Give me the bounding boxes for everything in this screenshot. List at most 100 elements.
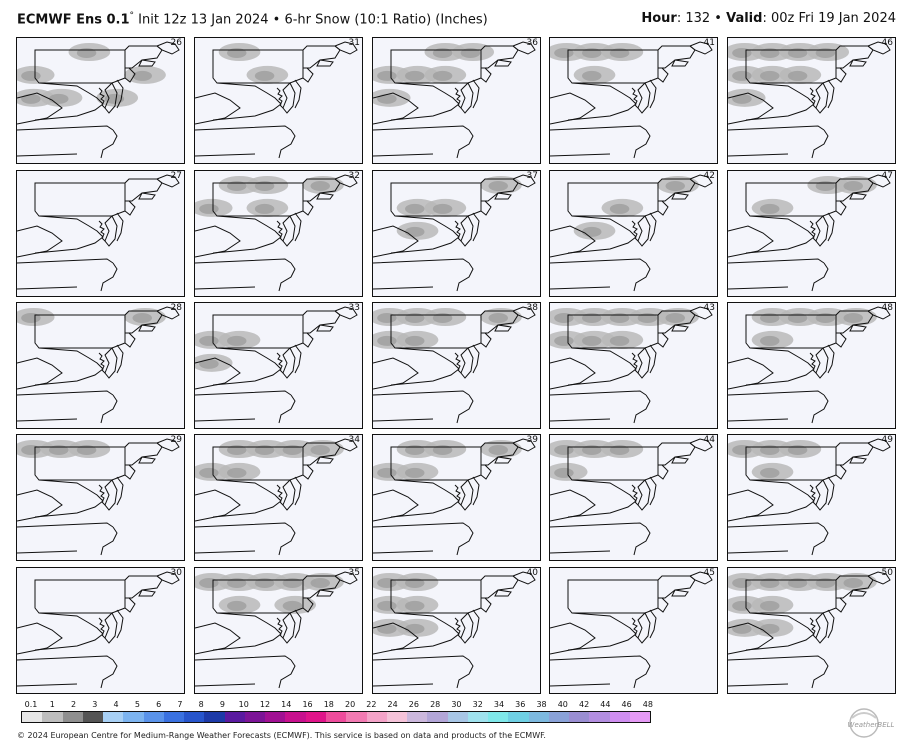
state-boundary	[17, 357, 63, 390]
state-boundary	[815, 347, 829, 379]
state-boundary	[294, 212, 302, 242]
state-boundary	[550, 418, 611, 422]
state-boundary	[104, 612, 118, 644]
coastline	[276, 352, 284, 374]
state-boundary	[657, 332, 669, 348]
state-boundary	[728, 489, 774, 522]
state-boundary	[17, 655, 114, 661]
state-boundary	[811, 659, 829, 689]
valid-label: Valid	[726, 11, 763, 26]
member-number: 37	[526, 171, 538, 181]
colorbar-swatch	[407, 712, 428, 722]
snow-area	[732, 93, 752, 104]
state-boundary	[124, 200, 136, 216]
ensemble-member-panel: 48	[727, 302, 896, 429]
state-boundary	[138, 456, 156, 464]
state-boundary	[195, 489, 241, 522]
ensemble-member-panel: 40	[372, 567, 541, 694]
colorbar-tick-label: 14	[281, 700, 292, 709]
colorbar-tick-label: 26	[408, 700, 419, 709]
state-boundary	[689, 41, 713, 55]
state-boundary	[494, 324, 512, 332]
state-boundary	[334, 571, 358, 585]
colorbar-tick-label: 44	[600, 700, 611, 709]
colorbar-tick-label: 12	[259, 700, 271, 709]
state-boundary	[689, 438, 713, 452]
state-boundary	[212, 82, 282, 121]
colorbar-swatch	[22, 712, 43, 722]
snow-area	[199, 358, 219, 369]
state-boundary	[671, 192, 689, 200]
state-boundary	[138, 192, 156, 200]
state-boundary	[17, 92, 63, 125]
snow-area	[405, 623, 425, 634]
panel-map	[195, 174, 358, 292]
snow-area	[582, 335, 602, 346]
snow-area	[582, 226, 602, 237]
colorbar-tick-label: 5	[134, 700, 140, 709]
state-boundary	[480, 575, 519, 599]
ensemble-member-panel: 50	[727, 567, 896, 694]
colorbar-swatch	[467, 712, 489, 722]
member-number: 31	[348, 38, 360, 48]
state-boundary	[550, 153, 611, 157]
snow-area	[377, 623, 397, 634]
state-boundary	[835, 332, 847, 348]
member-number: 34	[348, 435, 360, 445]
snow-area	[488, 181, 508, 191]
colorbar-tick-label: 30	[451, 700, 462, 709]
state-boundary	[657, 310, 696, 334]
snow-area	[582, 70, 602, 81]
state-boundary	[302, 597, 314, 613]
snow-area	[760, 467, 780, 478]
header: ECMWF Ens 0.1° Init 12z 13 Jan 2024 • 6-…	[0, 0, 913, 34]
state-boundary	[550, 683, 611, 687]
member-number: 47	[881, 171, 893, 181]
state-boundary	[867, 438, 891, 452]
state-boundary	[472, 609, 480, 639]
panel-map	[373, 174, 536, 292]
state-boundary	[34, 579, 126, 614]
svg-text:WeatherBELL: WeatherBELL	[848, 721, 895, 729]
panel-map	[728, 306, 891, 424]
colorbar-tick-label: 46	[621, 700, 632, 709]
state-boundary	[550, 390, 647, 396]
state-boundary	[867, 174, 891, 188]
state-boundary	[480, 178, 519, 202]
state-boundary	[512, 306, 536, 320]
state-boundary	[657, 575, 696, 599]
snow-area	[405, 203, 425, 214]
state-boundary	[456, 659, 474, 689]
state-boundary	[124, 597, 136, 613]
snow-area	[843, 181, 863, 191]
member-number: 44	[703, 435, 715, 445]
state-boundary	[195, 418, 256, 422]
state-boundary	[633, 659, 651, 689]
ensemble-panel-grid: 26 31 36 41 46 27 32 37 42 47 28 33 38 43 48 29 34 39 44 49…	[16, 37, 896, 694]
weatherbell-logo: WeatherBELL	[842, 706, 900, 740]
member-number: 42	[703, 171, 715, 181]
state-boundary	[550, 225, 596, 258]
state-boundary	[494, 589, 512, 597]
snow-area	[405, 467, 425, 478]
state-boundary	[494, 456, 512, 464]
state-boundary	[728, 153, 789, 157]
state-boundary	[567, 612, 637, 651]
member-number: 36	[526, 38, 538, 48]
state-boundary	[278, 394, 296, 424]
snow-area	[132, 70, 152, 81]
panel-map	[550, 174, 713, 292]
ensemble-member-panel: 45	[549, 567, 718, 694]
colorbar-swatch	[285, 712, 306, 722]
state-boundary	[104, 347, 118, 379]
colorbar-swatch	[569, 712, 590, 722]
colorbar-tick-label: 28	[430, 700, 441, 709]
member-number: 39	[526, 435, 538, 445]
state-boundary	[302, 200, 314, 216]
state-boundary	[138, 324, 156, 332]
state-boundary	[815, 612, 829, 644]
state-boundary	[811, 129, 829, 159]
panel-map	[550, 571, 713, 689]
colorbar-swatch	[184, 712, 205, 722]
state-boundary	[689, 306, 713, 320]
